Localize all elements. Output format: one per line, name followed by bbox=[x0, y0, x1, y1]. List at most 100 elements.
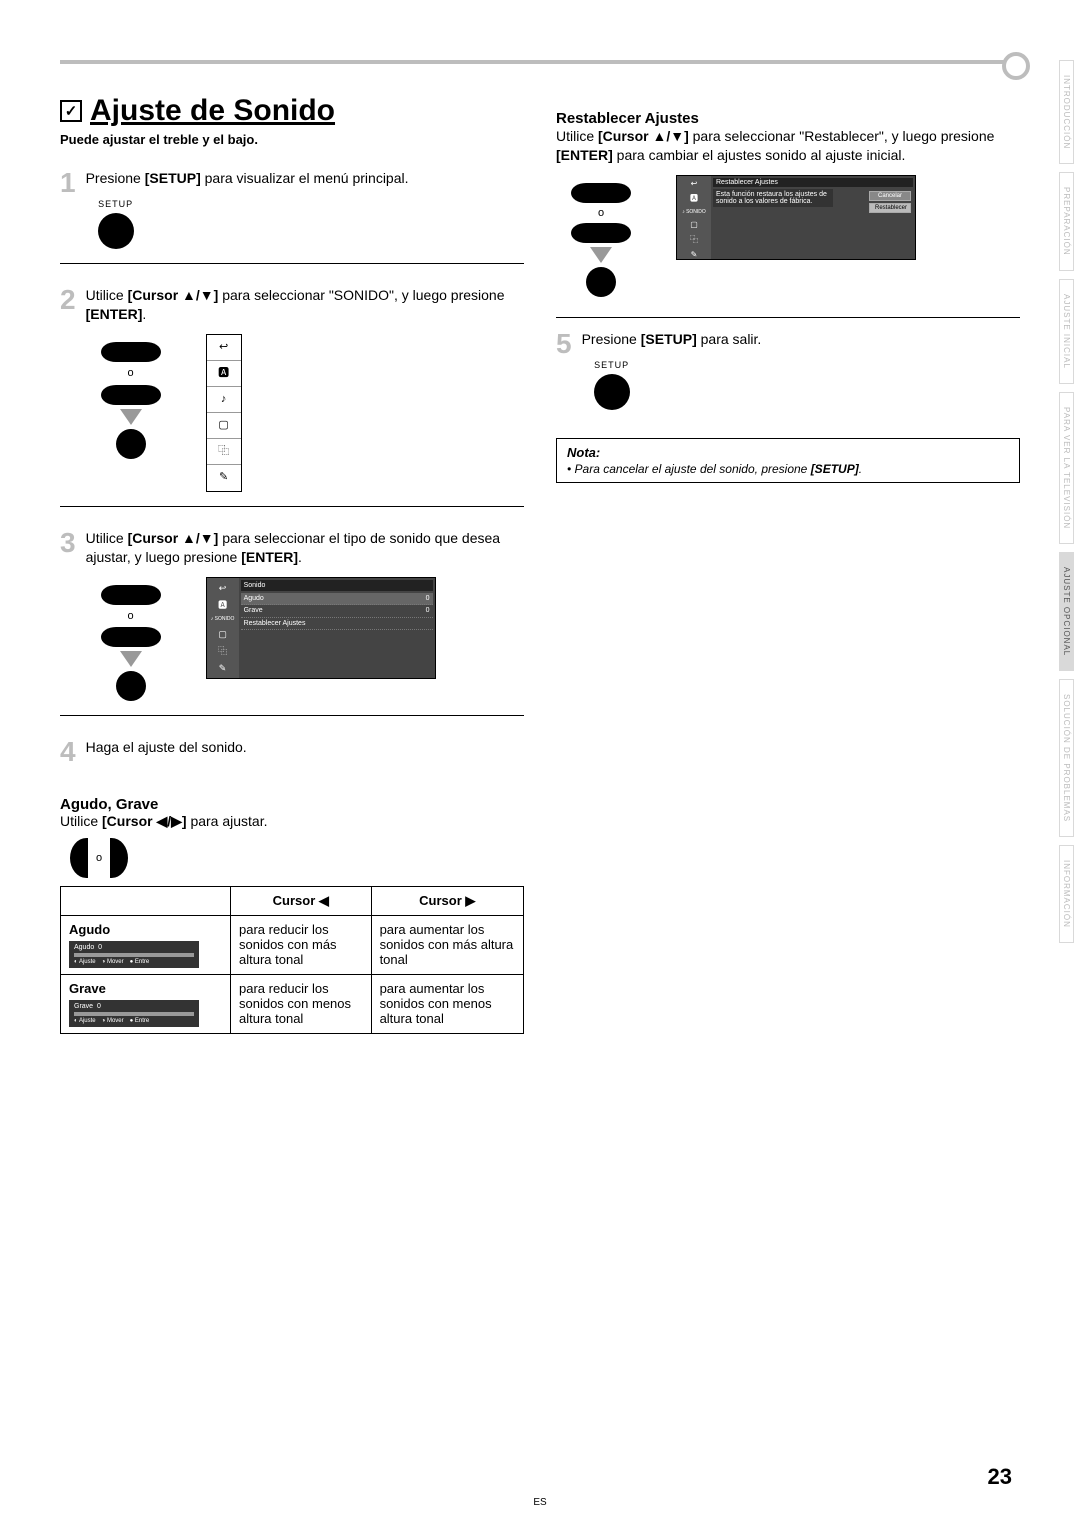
osd-left-label: ♪ SONIDO bbox=[211, 616, 235, 623]
text: Utilice bbox=[86, 530, 128, 546]
text-bold: [Cursor ▲/▼] bbox=[128, 530, 219, 546]
text-bold: [ENTER] bbox=[556, 147, 613, 163]
agudo-grave-heading: Agudo, Grave bbox=[60, 796, 524, 813]
mini-osd: Grave 0 ◐ Ajuste◑ Mover● Entre bbox=[69, 1000, 199, 1027]
language-code: ES bbox=[0, 1497, 1080, 1508]
triangle-down-icon bbox=[120, 651, 142, 667]
mini-osd: Agudo 0 ◐ Ajuste◑ Mover● Entre bbox=[69, 941, 199, 968]
setup-button-graphic: SETUP bbox=[582, 359, 642, 410]
row-label: Agudo bbox=[69, 922, 222, 937]
text: para cambiar el ajustes sonido al ajuste… bbox=[613, 147, 906, 163]
lr-cursor-cluster: o bbox=[70, 838, 524, 878]
text: Utilice bbox=[556, 128, 598, 144]
cell-right: para aumentar los sonidos con menos altu… bbox=[371, 975, 523, 1034]
text: para ajustar. bbox=[187, 813, 268, 829]
table-row: Grave Grave 0 ◐ Ajuste◑ Mover● Entre par… bbox=[61, 975, 524, 1034]
osd-reset: ↩ 🅰 ♪ SONIDO ▢ ⿻ ✎ Restablecer Ajustes E… bbox=[676, 175, 916, 260]
round-button-icon bbox=[594, 374, 630, 410]
right-half-icon bbox=[110, 838, 128, 878]
text-bold: [SETUP] bbox=[641, 331, 697, 347]
text: . bbox=[298, 549, 302, 565]
side-tabs: INTRODUCCIÓN PREPARACIÓN AJUSTE INICIAL … bbox=[1059, 60, 1074, 943]
top-rule bbox=[60, 60, 1020, 64]
menu-icon: ↩ bbox=[691, 179, 698, 188]
subtitle: Puede ajustar el treble y el bajo. bbox=[60, 132, 524, 147]
table-row: Agudo Agudo 0 ◐ Ajuste◑ Mover● Entre par… bbox=[61, 916, 524, 975]
step-number: 5 bbox=[556, 330, 572, 410]
setup-label: SETUP bbox=[594, 359, 629, 371]
or-label: o bbox=[96, 852, 102, 864]
osd-sonido: ↩ 🅰 ♪ SONIDO ▢ ⿻ ✎ Sonido Agudo0 Grave0 bbox=[206, 577, 436, 679]
menu-icon: ↩ bbox=[219, 582, 227, 594]
text-bold: [Cursor ◀/▶] bbox=[102, 813, 187, 829]
text-bold: [SETUP] bbox=[811, 462, 859, 476]
cell-left: para reducir los sonidos con menos altur… bbox=[231, 975, 372, 1034]
tab-solucion-problemas: SOLUCIÓN DE PROBLEMAS bbox=[1059, 679, 1074, 837]
step-number: 3 bbox=[60, 529, 76, 702]
left-half-icon bbox=[70, 838, 88, 878]
osd-row: Agudo0 bbox=[241, 593, 433, 605]
menu-icon: ♪ bbox=[207, 387, 241, 413]
oval-button-icon bbox=[101, 627, 161, 647]
tab-ajuste-opcional: AJUSTE OPCIONAL bbox=[1059, 552, 1074, 671]
text: para visualizar el menú principal. bbox=[201, 170, 409, 186]
text: para seleccionar "SONIDO", y luego presi… bbox=[218, 287, 504, 303]
page-number: 23 bbox=[988, 1464, 1012, 1490]
text-bold: [SETUP] bbox=[145, 170, 201, 186]
right-column: Restablecer Ajustes Utilice [Cursor ▲/▼]… bbox=[556, 94, 1020, 1034]
menu-icon: ▢ bbox=[690, 220, 698, 229]
table-header: Cursor ▶ bbox=[371, 887, 523, 916]
round-button-icon bbox=[98, 213, 134, 249]
cancel-button: Cancelar bbox=[869, 191, 911, 201]
or-label: o bbox=[128, 609, 134, 624]
cursor-cluster: o bbox=[86, 585, 176, 702]
menu-icon: ↩ bbox=[207, 335, 241, 361]
osd-title: Restablecer Ajustes bbox=[713, 178, 913, 187]
round-button-icon bbox=[586, 267, 616, 297]
text-bold: [ENTER] bbox=[86, 306, 143, 322]
reset-button: Restablecer bbox=[869, 203, 911, 213]
round-button-icon bbox=[116, 429, 146, 459]
text: . bbox=[859, 462, 862, 476]
cursor-cluster: o bbox=[86, 342, 176, 459]
setup-label: SETUP bbox=[98, 198, 133, 210]
text: • Para cancelar el ajuste del sonido, pr… bbox=[567, 462, 811, 476]
nota-box: Nota: • Para cancelar el ajuste del soni… bbox=[556, 438, 1020, 483]
text: Presione bbox=[86, 170, 145, 186]
text: para salir. bbox=[697, 331, 762, 347]
step-2: 2 Utilice [Cursor ▲/▼] para seleccionar … bbox=[60, 286, 524, 507]
tab-para-ver-tv: PARA VER LA TELEVISIÓN bbox=[1059, 392, 1074, 544]
text-bold: [Cursor ▲/▼] bbox=[598, 128, 689, 144]
menu-icon: ▢ bbox=[218, 628, 227, 640]
osd-left-label: ♪ SONIDO bbox=[682, 209, 706, 215]
step-number: 2 bbox=[60, 286, 76, 492]
osd-row: Grave0 bbox=[241, 605, 433, 617]
menu-icon: ▢ bbox=[207, 413, 241, 439]
text: para seleccionar "Restablecer", y luego … bbox=[689, 128, 995, 144]
left-column: ✓ Ajuste de Sonido Puede ajustar el treb… bbox=[60, 94, 524, 1034]
menu-icon: ⿻ bbox=[690, 234, 698, 245]
round-button-icon bbox=[116, 671, 146, 701]
step-number: 1 bbox=[60, 169, 76, 249]
step-3: 3 Utilice [Cursor ▲/▼] para seleccionar … bbox=[60, 529, 524, 717]
triangle-down-icon bbox=[120, 409, 142, 425]
oval-button-icon bbox=[571, 223, 631, 243]
text-bold: [ENTER] bbox=[241, 549, 298, 565]
menu-icon: 🅰 bbox=[207, 361, 241, 387]
cell-left: para reducir los sonidos con más altura … bbox=[231, 916, 372, 975]
table-header: Cursor ◀ bbox=[231, 887, 372, 916]
menu-icon: ✎ bbox=[691, 250, 698, 259]
oval-button-icon bbox=[101, 585, 161, 605]
cursor-cluster: o bbox=[556, 183, 646, 297]
menu-icon: 🅰 bbox=[218, 599, 227, 611]
tab-informacion: INFORMACIÓN bbox=[1059, 845, 1074, 943]
restablecer-heading: Restablecer Ajustes bbox=[556, 110, 1020, 127]
cell-right: para aumentar los sonidos con más altura… bbox=[371, 916, 523, 975]
oval-button-icon bbox=[101, 342, 161, 362]
menu-icon: ✎ bbox=[219, 662, 227, 674]
text: Haga el ajuste del sonido. bbox=[86, 738, 524, 766]
tab-introduccion: INTRODUCCIÓN bbox=[1059, 60, 1074, 164]
or-label: o bbox=[598, 207, 604, 219]
or-label: o bbox=[128, 366, 134, 381]
text: Utilice bbox=[60, 813, 102, 829]
